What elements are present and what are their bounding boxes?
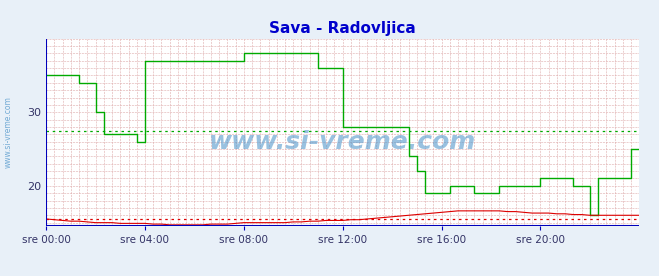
Title: Sava - Radovljica: Sava - Radovljica (270, 21, 416, 36)
Text: www.si-vreme.com: www.si-vreme.com (209, 130, 476, 154)
Text: www.si-vreme.com: www.si-vreme.com (3, 97, 13, 168)
